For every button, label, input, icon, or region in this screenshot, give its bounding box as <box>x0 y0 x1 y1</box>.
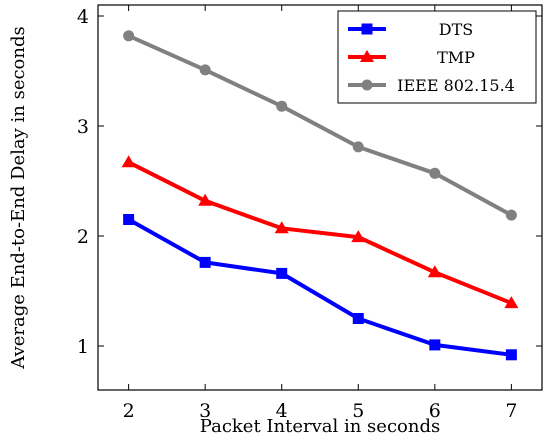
series-line-dts <box>127 217 512 357</box>
legend-label: DTS <box>439 20 473 39</box>
data-point-ieee-802-15-4 <box>199 64 211 76</box>
data-point-tmp <box>274 221 289 234</box>
plot-frame <box>97 4 543 391</box>
series-dts <box>123 214 517 361</box>
legend-entry-ieee-802-15-4: IEEE 802.15.4 <box>348 76 515 95</box>
data-point-ieee-802-15-4 <box>429 167 441 179</box>
data-point-dts <box>505 349 517 361</box>
legend-entry-tmp: TMP <box>348 48 475 67</box>
data-point-tmp <box>504 296 519 309</box>
legend-swatch-marker <box>361 23 373 35</box>
x-tick-label: 6 <box>429 400 441 422</box>
data-point-dts <box>123 214 135 225</box>
data-point-ieee-802-15-4 <box>505 209 517 221</box>
data-point-tmp <box>427 265 442 278</box>
legend-swatch-marker <box>360 50 374 62</box>
series-line-ieee-802-15-4 <box>127 33 513 217</box>
series-tmp <box>121 155 519 309</box>
legend-swatch-marker <box>361 79 373 91</box>
x-tick-label: 7 <box>505 400 517 422</box>
x-tick-label: 2 <box>123 400 135 422</box>
data-point-ieee-802-15-4 <box>352 141 364 153</box>
data-point-dts <box>276 267 288 279</box>
data-point-tmp <box>121 155 136 168</box>
series-layer <box>121 30 519 361</box>
data-point-dts <box>352 313 364 324</box>
x-tick-label: 4 <box>276 400 288 422</box>
y-tick-label: 1 <box>77 336 89 358</box>
legend-label: TMP <box>437 48 475 67</box>
x-tick-label: 5 <box>352 400 364 422</box>
data-point-ieee-802-15-4 <box>276 100 288 112</box>
y-tick-label: 3 <box>77 116 89 138</box>
data-point-tmp <box>198 193 213 206</box>
y-axis-label: Average End-to-End Delay in seconds <box>8 26 29 369</box>
x-axis-label: Packet Interval in seconds <box>200 416 440 437</box>
series-ieee-802-15-4 <box>123 30 517 221</box>
y-tick-label: 4 <box>77 6 89 28</box>
data-point-dts <box>199 256 211 268</box>
y-tick-label: 2 <box>77 226 89 248</box>
ticks-layer: 2 3 4 5 6 7 1 2 3 4 <box>77 5 542 422</box>
data-point-dts <box>429 339 441 351</box>
data-point-ieee-802-15-4 <box>123 30 135 42</box>
data-point-tmp <box>351 230 366 243</box>
x-tick-label: 3 <box>199 400 211 422</box>
legend: DTS TMP IEEE 802.15.4 <box>337 10 537 104</box>
legend-label: IEEE 802.15.4 <box>397 76 515 95</box>
series-line-tmp <box>127 160 513 305</box>
legend-entry-dts: DTS <box>348 20 473 39</box>
